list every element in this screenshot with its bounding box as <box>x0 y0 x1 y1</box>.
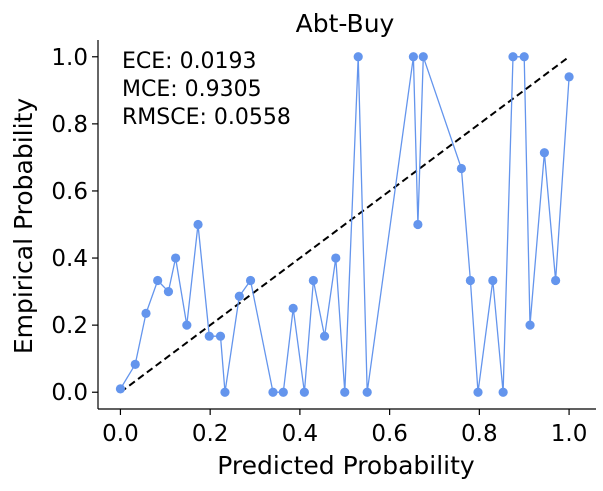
calibration-point <box>182 320 192 330</box>
metrics-annotation: ECE: 0.0193 MCE: 0.9305 RMSCE: 0.0558 <box>122 49 291 130</box>
calibration-point <box>551 275 561 286</box>
calibration-point <box>488 275 498 286</box>
calibration-point <box>340 387 350 397</box>
x-axis-ticks: 0.0 0.2 0.4 0.6 0.8 1.0 <box>102 409 587 447</box>
calibration-point <box>465 275 475 286</box>
calibration-point <box>413 219 423 230</box>
y-axis-ticks: 0.0 0.2 0.4 0.6 0.8 1.0 <box>51 45 98 406</box>
ece-annotation: ECE: 0.0193 <box>122 49 257 74</box>
y-tick-label: 0.0 <box>51 380 88 406</box>
x-tick-label: 0.4 <box>282 421 319 447</box>
y-tick-label: 0.4 <box>51 246 88 272</box>
calibration-point <box>268 387 278 397</box>
y-tick-label: 0.6 <box>51 179 88 205</box>
calibration-point <box>539 148 550 158</box>
calibration-point <box>278 387 288 397</box>
calibration-point <box>408 52 418 62</box>
y-axis-label: Empirical Probability <box>9 98 38 355</box>
calibration-point <box>193 219 203 230</box>
calibration-point <box>141 308 151 318</box>
calibration-point <box>564 72 574 82</box>
calibration-point <box>245 275 256 286</box>
calibration-point <box>319 331 330 341</box>
calibration-point <box>130 359 140 369</box>
calibration-point <box>234 291 244 301</box>
mce-annotation: MCE: 0.9305 <box>122 77 262 102</box>
x-tick-label: 0.6 <box>371 421 408 447</box>
calibration-point <box>171 253 181 263</box>
calibration-point <box>362 387 372 397</box>
calibration-point <box>215 331 226 341</box>
calibration-point <box>288 303 298 313</box>
calibration-point <box>498 387 508 397</box>
x-tick-label: 0.2 <box>192 421 229 447</box>
calibration-point <box>153 275 163 286</box>
calibration-point <box>331 253 341 263</box>
calibration-point <box>163 286 174 297</box>
calibration-point <box>525 320 535 330</box>
x-tick-label: 0.8 <box>461 421 498 447</box>
rmsce-annotation: RMSCE: 0.0558 <box>122 105 291 130</box>
calibration-point <box>353 52 363 62</box>
y-tick-label: 0.2 <box>51 313 88 339</box>
chart-title: Abt-Buy <box>296 9 395 38</box>
calibration-point <box>115 384 126 394</box>
y-tick-label: 1.0 <box>51 45 88 71</box>
calibration-point <box>204 331 214 341</box>
calibration-point <box>508 52 518 62</box>
calibration-point <box>308 275 318 286</box>
y-tick-label: 0.8 <box>51 112 88 138</box>
x-tick-label: 1.0 <box>551 421 588 447</box>
calibration-point <box>418 52 428 62</box>
perfect-calibration-line <box>119 55 570 394</box>
calibration-point <box>456 163 467 174</box>
calibration-point <box>473 387 483 397</box>
x-axis-label: Predicted Probability <box>217 451 475 480</box>
calibration-point <box>299 387 309 397</box>
calibration-point <box>220 387 230 397</box>
x-tick-label: 0.0 <box>102 421 139 447</box>
calibration-point <box>519 52 529 62</box>
plot-area <box>115 52 574 397</box>
